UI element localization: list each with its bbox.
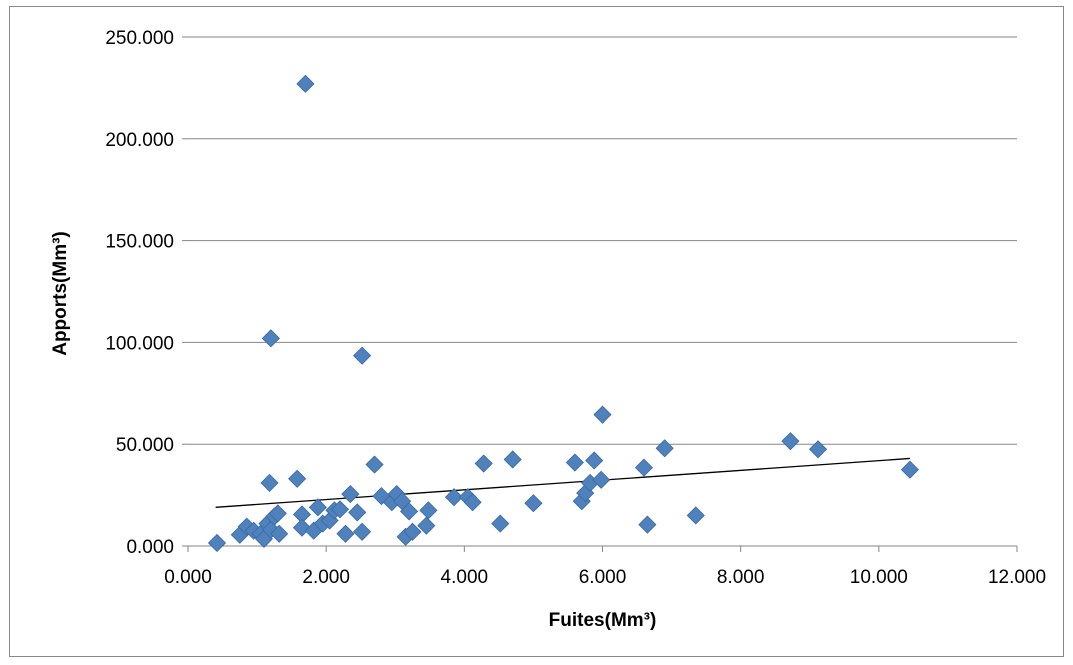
- x-tick-labels: 0.000 2.000 4.000 6.000 8.000 10.000 12.000: [164, 567, 1046, 588]
- data-point: [565, 453, 584, 472]
- data-points: [207, 74, 919, 553]
- x-tick-label: 4.000: [441, 567, 489, 588]
- data-point: [900, 460, 919, 479]
- data-point: [463, 493, 482, 512]
- y-tick-label: 200.000: [105, 130, 174, 151]
- x-tick-label: 2.000: [302, 567, 350, 588]
- data-point: [270, 524, 289, 543]
- data-point: [585, 451, 604, 470]
- data-point: [207, 533, 227, 553]
- y-tick-label: 250.000: [105, 28, 174, 49]
- x-tick-label: 0.000: [164, 567, 212, 588]
- data-point: [417, 516, 436, 535]
- x-tick-label: 12.000: [988, 567, 1046, 588]
- y-tick-label: 100.000: [105, 333, 174, 354]
- data-point: [353, 522, 372, 541]
- data-point: [491, 514, 510, 533]
- data-point: [655, 439, 674, 458]
- trendline: [215, 457, 910, 508]
- data-point: [365, 455, 384, 474]
- chart-area: [9, 6, 1064, 657]
- axes: [182, 36, 1018, 552]
- x-tick-label: 10.000: [850, 567, 908, 588]
- x-tick-label: 6.000: [579, 567, 627, 588]
- data-point: [634, 458, 654, 477]
- data-point: [348, 503, 367, 522]
- data-point: [781, 432, 800, 451]
- data-point: [686, 506, 705, 525]
- data-point: [330, 500, 350, 519]
- data-point: [336, 524, 355, 543]
- data-point: [261, 329, 280, 348]
- data-point: [593, 405, 612, 424]
- x-axis-title: Fuites(Mm³): [549, 610, 657, 631]
- data-point: [524, 494, 543, 513]
- data-point: [296, 74, 315, 93]
- data-point: [260, 473, 279, 492]
- data-point: [308, 498, 327, 517]
- gridlines: [188, 36, 1017, 445]
- data-point: [400, 502, 419, 521]
- data-point: [592, 470, 611, 489]
- y-tick-label: 50.000: [116, 435, 174, 456]
- data-point: [268, 504, 287, 523]
- trendline-group: [215, 457, 910, 508]
- data-point: [403, 522, 422, 541]
- data-point: [638, 515, 657, 534]
- y-axis-title: Apports(Mm³): [50, 231, 71, 356]
- data-point: [419, 501, 438, 520]
- y-tick-labels: 0.000 50.000 100.000 150.000 200.000 250.000: [105, 28, 174, 558]
- data-point: [444, 488, 464, 507]
- x-tick-label: 8.000: [717, 567, 765, 588]
- data-point: [503, 450, 522, 469]
- data-point: [808, 440, 828, 459]
- data-point: [353, 346, 372, 365]
- data-point: [288, 469, 307, 488]
- data-point: [474, 454, 493, 473]
- y-tick-label: 0.000: [126, 537, 174, 558]
- y-tick-label: 150.000: [105, 232, 174, 253]
- data-point: [341, 485, 360, 504]
